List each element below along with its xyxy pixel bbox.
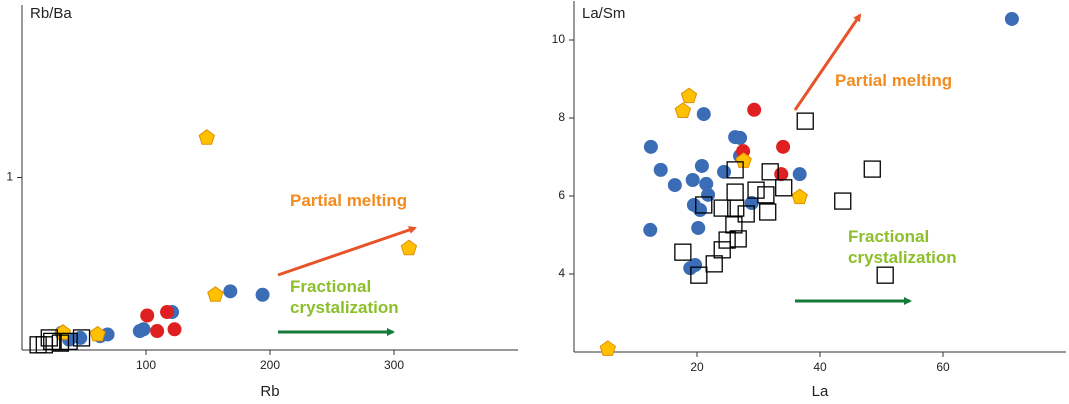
point (726, 183, 744, 201)
y-axis-label: La/Sm (582, 5, 625, 22)
annotation: Partial melting (835, 71, 953, 90)
y-tick-label: 1 (6, 170, 13, 184)
point (759, 203, 777, 221)
point (717, 164, 732, 179)
y-tick-label: 4 (558, 266, 565, 280)
x-tick-label: 60 (936, 360, 950, 374)
x-axis-label: Rb (260, 383, 279, 400)
point (223, 284, 238, 299)
y-tick-label: 8 (558, 110, 565, 124)
point (737, 205, 755, 223)
point (695, 196, 713, 214)
point (757, 186, 775, 204)
annotation: Fractional crystalization (290, 277, 399, 317)
point (747, 181, 765, 199)
point (774, 167, 789, 182)
point (701, 187, 716, 202)
point (690, 266, 708, 284)
point (400, 239, 418, 256)
point (136, 322, 151, 337)
point (685, 173, 700, 188)
annotation: Fractional crystalization (848, 227, 957, 267)
point (863, 160, 881, 178)
point (150, 324, 165, 339)
point (89, 325, 106, 342)
point (674, 243, 692, 261)
point (691, 220, 706, 235)
point (167, 322, 182, 337)
melting-arrow (793, 13, 862, 111)
point (160, 305, 175, 320)
point (51, 334, 70, 352)
point (729, 230, 747, 248)
point (1004, 11, 1019, 26)
point (140, 308, 155, 323)
point (775, 179, 793, 197)
annotation: Partial melting (290, 191, 408, 210)
point (653, 162, 668, 177)
point (699, 176, 714, 191)
point (694, 158, 709, 173)
point (876, 266, 894, 284)
point (198, 129, 215, 145)
point (680, 87, 698, 104)
point (834, 192, 852, 210)
x-tick-label: 40 (813, 360, 827, 374)
point (255, 287, 270, 302)
point (696, 107, 711, 122)
x-axis-label: La (812, 383, 829, 400)
point (667, 178, 682, 193)
point (60, 332, 78, 351)
x-tick-label: 100 (136, 358, 156, 372)
point (207, 286, 224, 302)
y-tick-label: 6 (558, 188, 565, 202)
x-tick-label: 20 (690, 360, 704, 374)
point (43, 332, 61, 351)
point (713, 199, 731, 217)
point (643, 139, 658, 154)
point (726, 161, 744, 179)
point (761, 163, 779, 181)
point (643, 222, 658, 237)
melting-arrow (277, 226, 417, 277)
point (72, 329, 91, 347)
point (599, 340, 616, 356)
point (713, 241, 731, 259)
point (733, 130, 748, 145)
x-tick-label: 200 (260, 358, 280, 372)
point (718, 231, 736, 249)
y-axis-label: Rb/Ba (30, 5, 72, 22)
x-tick-label: 300 (384, 358, 404, 372)
point (796, 112, 814, 130)
point (747, 102, 762, 117)
y-tick-label: 10 (552, 32, 566, 46)
point (791, 188, 808, 205)
point (776, 139, 791, 154)
point (674, 102, 692, 118)
point (40, 329, 58, 347)
point (725, 216, 743, 234)
point (792, 167, 807, 182)
